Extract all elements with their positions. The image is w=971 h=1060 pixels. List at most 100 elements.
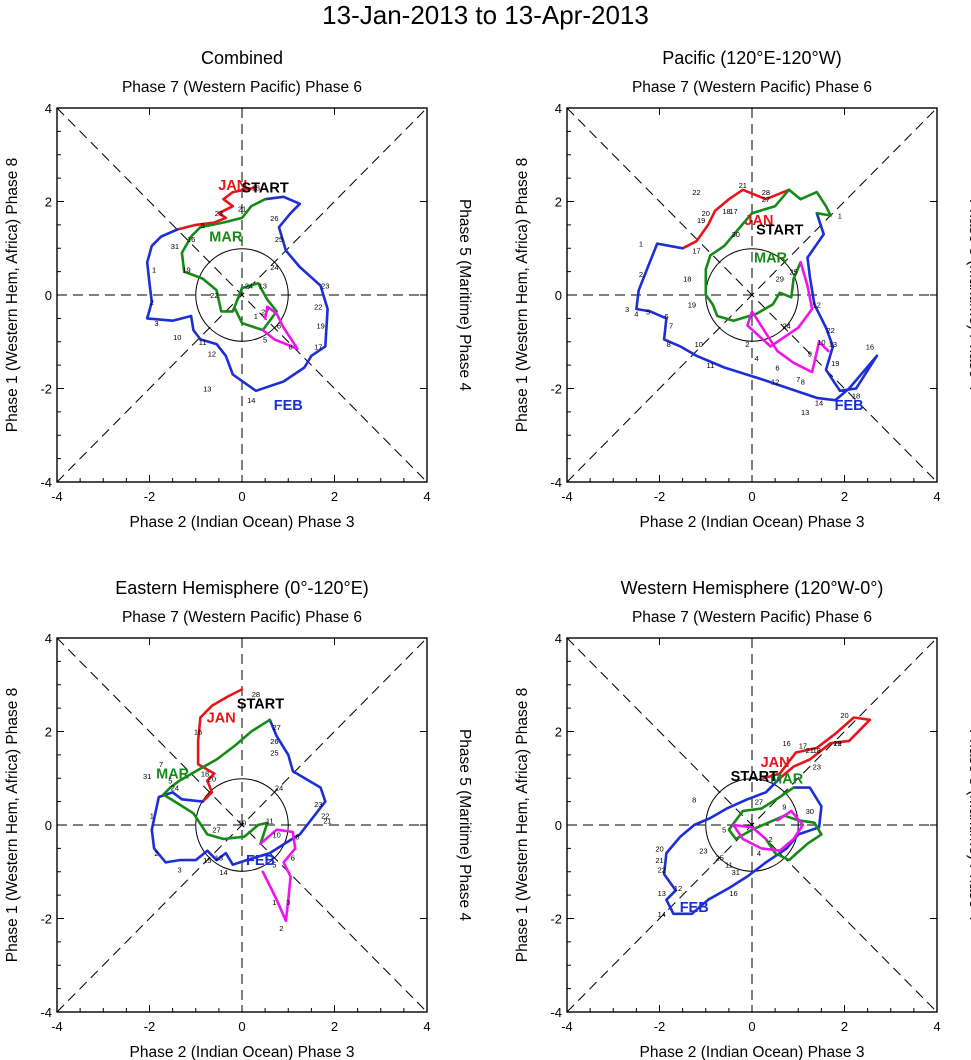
day-label: 27	[212, 826, 220, 835]
y-tick-label: -2	[40, 912, 52, 927]
day-label: 19	[316, 321, 324, 330]
day-label: 19	[833, 739, 841, 748]
day-label: 9	[782, 802, 786, 811]
bottom-axis-label: Phase 2 (Indian Ocean) Phase 3	[640, 1044, 865, 1060]
y-tick-label: -2	[550, 912, 562, 927]
start-label: START	[756, 223, 803, 239]
day-label: 12	[208, 349, 216, 358]
day-label: 16	[783, 739, 791, 748]
day-label: 6	[291, 854, 295, 863]
day-label: 24	[783, 321, 791, 330]
y-tick-label: 2	[555, 725, 562, 740]
day-label: 22	[210, 291, 218, 300]
bottom-axis-label: Phase 2 (Indian Ocean) Phase 3	[130, 1044, 355, 1060]
day-label: 30	[806, 807, 814, 816]
series-line-apr	[732, 809, 805, 853]
day-label: 18	[722, 207, 730, 216]
left-axis-label: Phase 1 (Western Hem, Africa) Phase 8	[514, 158, 531, 433]
day-label: 25	[715, 854, 723, 863]
day-label: 14	[219, 868, 227, 877]
month-label-jan: JAN	[207, 710, 236, 726]
day-label: 1	[254, 312, 258, 321]
day-label: 19	[831, 359, 839, 368]
day-label: 10	[238, 819, 246, 828]
day-label: 6	[775, 363, 779, 372]
series-line-feb	[150, 718, 327, 867]
day-label: 13	[801, 408, 809, 417]
day-label: 5	[722, 826, 726, 835]
series-line-apr	[259, 828, 297, 923]
day-label: 5	[263, 335, 267, 344]
panel-title: Pacific (120°E-120°W)	[662, 48, 841, 68]
day-label: 5	[646, 307, 650, 316]
panel-eastern-hemisphere: Eastern Hemisphere (0°-120°E) Phase 7 (We…	[4, 578, 473, 1060]
right-axis-label: Phase 5 (Maritime) Phase 4	[966, 199, 971, 391]
series-line-mar	[704, 188, 832, 323]
start-label: START	[731, 769, 778, 785]
month-label-feb: FEB	[274, 398, 303, 414]
day-label: 1	[150, 812, 154, 821]
panel-pacific: Pacific (120°E-120°W) Phase 7 (Western Pa…	[514, 48, 971, 531]
day-label: 5	[201, 221, 205, 230]
day-label: 31	[171, 242, 179, 251]
day-label: 1	[750, 816, 754, 825]
x-tick-label: 2	[841, 1019, 848, 1034]
day-label: 3	[177, 865, 181, 874]
day-label: 23	[215, 209, 223, 218]
day-label: 6	[664, 312, 668, 321]
x-tick-label: 4	[933, 1019, 940, 1034]
day-label: 23	[813, 763, 821, 772]
right-axis-label: Phase 5 (Maritime) Phase 4	[456, 729, 473, 921]
right-axis-label: Phase 5 (Maritime) Phase 4	[456, 199, 473, 391]
x-tick-label: 0	[748, 1019, 755, 1034]
day-label: 6	[277, 321, 281, 330]
x-tick-label: -4	[51, 489, 63, 504]
x-tick-label: -4	[561, 489, 573, 504]
day-label: 7	[669, 321, 673, 330]
day-label: 10	[173, 333, 181, 342]
day-label: 1	[838, 212, 842, 221]
series-line-jan	[681, 188, 791, 250]
month-label-jan: JAN	[761, 755, 790, 771]
day-label: 17	[799, 742, 807, 751]
panel-western-hemisphere: Western Hemisphere (120°W-0°) Phase 7 (We…	[514, 578, 971, 1060]
y-tick-label: -4	[40, 1005, 52, 1020]
day-label: 19	[688, 300, 696, 309]
series-line-mar	[180, 197, 279, 332]
start-label: START	[241, 180, 288, 196]
day-label: 7	[159, 760, 163, 769]
day-label: 21	[739, 181, 747, 190]
x-tick-label: 4	[933, 489, 940, 504]
series-line-feb	[145, 195, 329, 393]
day-label: 18	[683, 275, 691, 284]
right-axis-label: Phase 5 (Maritime) Phase 4	[966, 729, 971, 921]
y-tick-label: 2	[555, 195, 562, 210]
day-label: 20	[208, 774, 216, 783]
day-label: 14	[247, 396, 255, 405]
day-label: 19	[182, 265, 190, 274]
day-label: 11	[266, 816, 274, 825]
panel-combined: Combined Phase 7 (Western Pacific) Phase …	[4, 48, 473, 531]
left-axis-label: Phase 1 (Western Hem, Africa) Phase 8	[4, 688, 21, 963]
series-line-mar	[162, 718, 272, 846]
left-axis-label: Phase 1 (Western Hem, Africa) Phase 8	[4, 158, 21, 433]
month-label-jan: JAN	[218, 178, 247, 194]
day-label: 22	[826, 326, 834, 335]
day-label: 22	[321, 812, 329, 821]
day-label: 22	[833, 739, 841, 748]
y-tick-label: 4	[555, 101, 562, 116]
day-label: 31	[732, 868, 740, 877]
day-label: 27	[755, 798, 763, 807]
day-label: 1	[639, 240, 643, 249]
y-tick-label: -4	[40, 475, 52, 490]
x-tick-label: 2	[841, 489, 848, 504]
day-label: 22	[314, 303, 322, 312]
day-label: 12	[771, 377, 779, 386]
month-label-mar: MAR	[754, 251, 788, 267]
day-label: 21	[238, 205, 246, 214]
day-label: 22	[692, 188, 700, 197]
day-label: 2	[745, 340, 749, 349]
y-tick-label: 4	[555, 631, 562, 646]
bottom-axis-label: Phase 2 (Indian Ocean) Phase 3	[640, 514, 865, 531]
day-label: 18	[813, 746, 821, 755]
